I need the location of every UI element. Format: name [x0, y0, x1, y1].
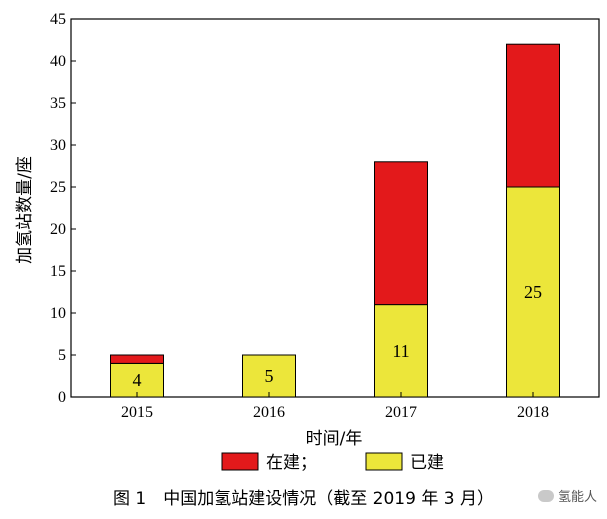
- data-labels: 4 5 11 25: [133, 282, 543, 390]
- plot-frame: [70, 18, 600, 398]
- y-tick-label: 25: [50, 179, 66, 196]
- bar-built-2016: [242, 354, 296, 398]
- bar-built-2015: [110, 362, 164, 398]
- y-tick-label: 15: [50, 263, 66, 280]
- y-tick-label: 5: [58, 347, 66, 364]
- x-tick-label-2016: 2016: [253, 404, 285, 421]
- data-label-2018: 25: [524, 282, 542, 302]
- y-tick-label: 20: [50, 221, 66, 238]
- legend: 在建； 已建: [221, 452, 444, 473]
- x-tick-label-2018: 2018: [517, 404, 549, 421]
- data-label-2016: 5: [265, 366, 274, 386]
- x-tick-label-2015: 2015: [121, 404, 153, 421]
- y-tick-label: 40: [50, 53, 66, 70]
- legend-swatch-built: [365, 452, 403, 471]
- data-label-2017: 11: [392, 341, 409, 361]
- bar-under-construction-2017: [374, 161, 428, 306]
- legend-swatch-under-construction: [221, 452, 259, 471]
- bar-under-construction-2018: [506, 43, 560, 188]
- plot-border: [70, 18, 600, 398]
- y-tick-label: 30: [50, 137, 66, 154]
- bar-under-construction-2015: [110, 354, 164, 364]
- y-tick-label: 35: [50, 95, 66, 112]
- y-axis-title: 加氢站数量/座: [15, 156, 35, 264]
- wechat-icon: [537, 489, 554, 502]
- bars: [110, 43, 560, 398]
- x-axis-title: 时间/年: [306, 429, 363, 449]
- bar-built-2017: [374, 304, 428, 398]
- x-axis: 2015 2016 2017 2018: [121, 392, 549, 421]
- y-axis: 0 5 10 15 20 25 30 35 40 45: [50, 11, 76, 406]
- y-tick-label: 45: [50, 11, 66, 28]
- legend-label-built: 已建: [410, 453, 444, 473]
- y-tick-label: 10: [50, 305, 66, 322]
- figure-caption: 图 1 中国加氢站建设情况（截至 2019 年 3 月）: [113, 489, 494, 509]
- bar-built-2018: [506, 186, 560, 398]
- y-tick-label: 0: [58, 389, 66, 406]
- watermark: 氢能人: [535, 486, 599, 505]
- watermark-text: 氢能人: [557, 490, 597, 505]
- data-label-2015: 4: [133, 370, 142, 390]
- x-tick-label-2017: 2017: [385, 404, 417, 421]
- legend-label-under-construction: 在建；: [266, 453, 317, 473]
